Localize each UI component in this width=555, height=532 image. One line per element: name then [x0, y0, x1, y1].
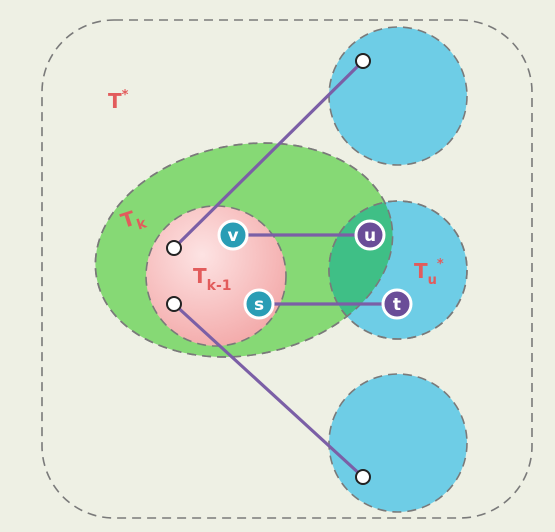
label-t-star: T*	[108, 88, 129, 113]
label-t-u-star: Tu*	[414, 257, 444, 288]
label-t-k-minus-1: Tk-1	[193, 264, 232, 294]
node-t-label: t	[393, 295, 401, 315]
bottom-subtree-region	[328, 373, 468, 513]
endpoint-node-bottom	[355, 469, 371, 485]
t-star-boundary	[41, 19, 533, 519]
node-u-label: u	[364, 226, 376, 246]
node-s-label: s	[254, 295, 264, 315]
edge-to-bottom-subtree	[172, 302, 365, 479]
node-u: u	[354, 219, 386, 251]
top-subtree-region	[328, 26, 468, 166]
node-v: v	[217, 219, 249, 251]
node-s: s	[243, 288, 275, 320]
endpoint-node-upper-left	[166, 240, 182, 256]
node-t: t	[381, 288, 413, 320]
t-u-star-outline	[328, 200, 468, 340]
t-k-outline	[94, 142, 394, 358]
edge-to-top-subtree	[172, 59, 365, 250]
t-k-minus-1-region	[145, 205, 287, 347]
endpoint-node-top	[355, 53, 371, 69]
endpoint-node-lower-left	[166, 296, 182, 312]
node-v-label: v	[227, 226, 238, 246]
